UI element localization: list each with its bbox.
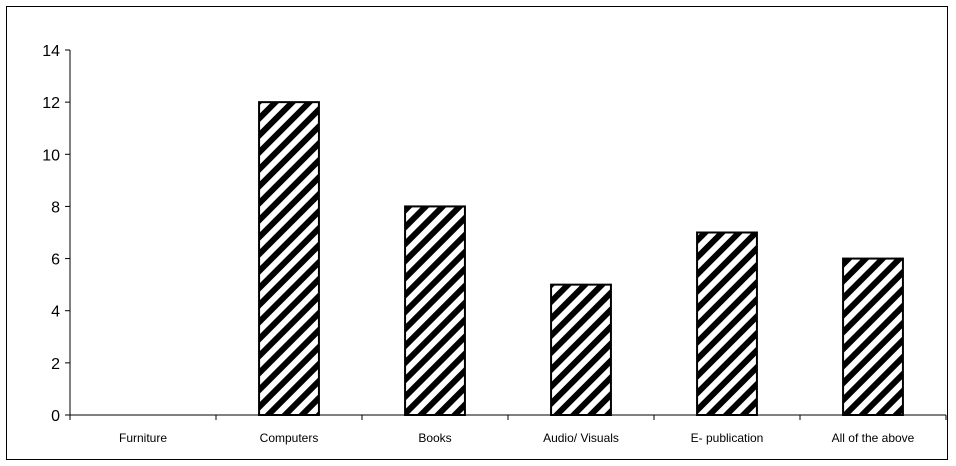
bars — [258, 101, 904, 417]
y-tick-label: 8 — [51, 199, 60, 216]
bar-computers — [258, 101, 320, 417]
y-tick-label: 10 — [42, 147, 60, 164]
y-tick-label: 2 — [51, 356, 60, 373]
bar-e-publication — [696, 231, 758, 416]
x-category-label: Books — [418, 431, 451, 445]
y-tick-label: 12 — [42, 95, 60, 112]
x-category-label: Computers — [260, 431, 319, 445]
bar-audio-visuals — [550, 283, 612, 416]
x-axis-ticks — [69, 415, 947, 420]
y-axis-ticks: 0 2 4 6 8 10 12 14 — [42, 43, 70, 425]
x-category-label: Furniture — [119, 431, 167, 445]
x-category-label: All of the above — [832, 431, 915, 445]
category-labels: Furniture Computers Books Audio/ Visuals E- … — [119, 431, 915, 445]
y-tick-label: 0 — [51, 408, 60, 425]
bar-books — [404, 205, 466, 416]
y-tick-label: 4 — [51, 304, 60, 321]
y-tick-label: 14 — [42, 43, 60, 60]
x-category-label: E- publication — [691, 431, 764, 445]
bar-all-of-the-above — [842, 257, 904, 417]
y-tick-label: 6 — [51, 252, 60, 269]
x-category-label: Audio/ Visuals — [543, 431, 619, 445]
chart-frame — [6, 6, 948, 460]
